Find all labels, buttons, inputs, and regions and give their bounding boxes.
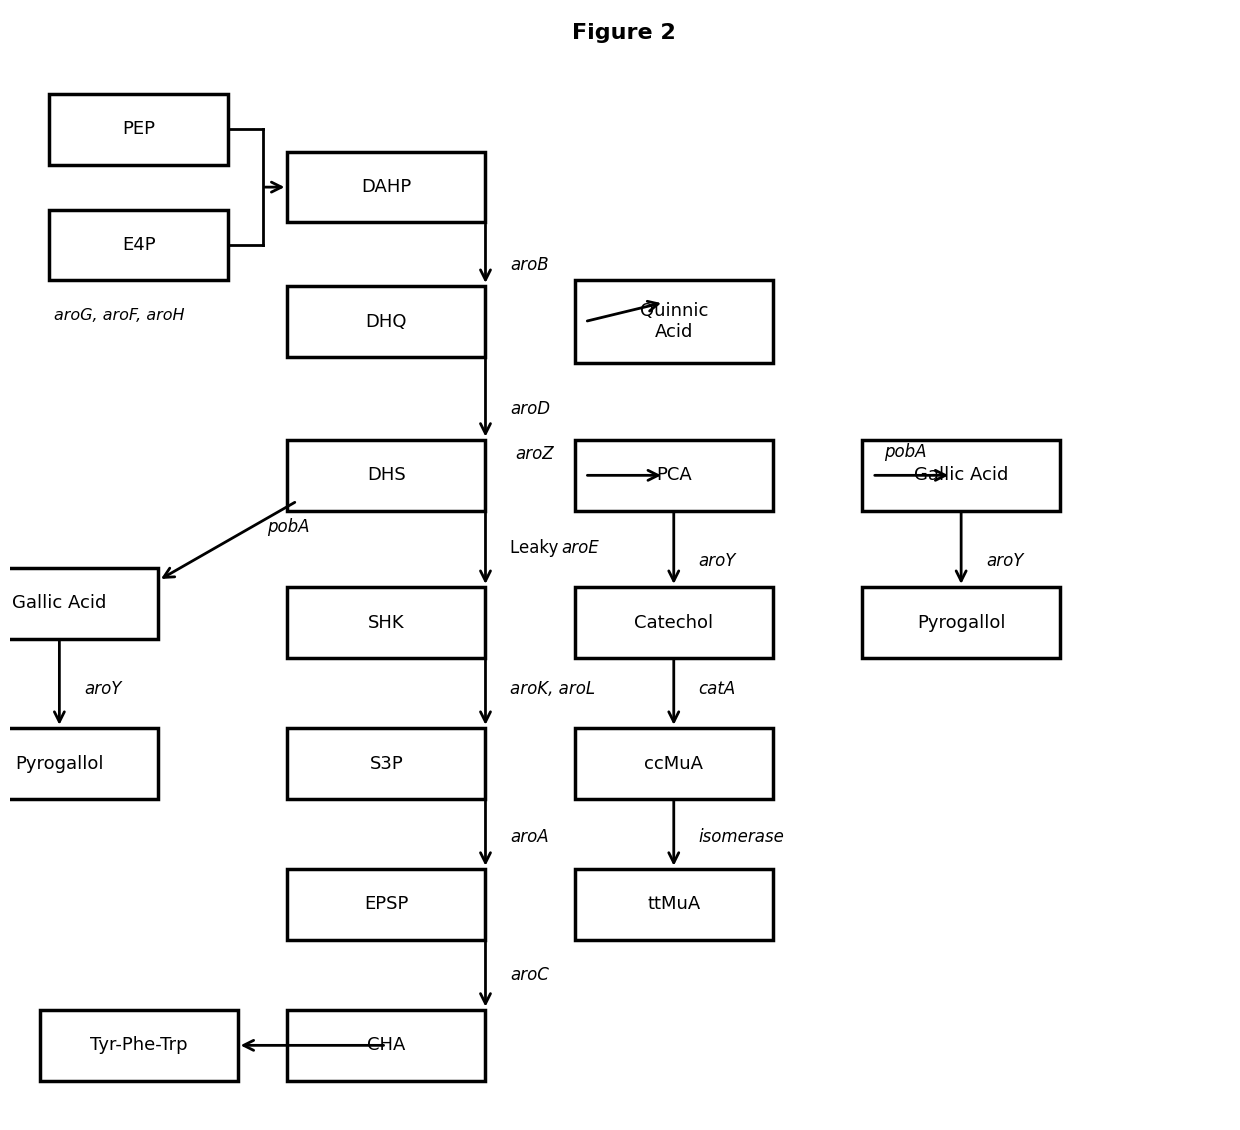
FancyBboxPatch shape <box>288 1010 486 1080</box>
Text: aroY: aroY <box>84 680 122 698</box>
Text: Figure 2: Figure 2 <box>573 24 676 43</box>
Text: PCA: PCA <box>656 467 692 485</box>
Text: aroG, aroF, aroH: aroG, aroF, aroH <box>55 307 185 323</box>
FancyBboxPatch shape <box>574 729 773 799</box>
Text: CHA: CHA <box>367 1036 405 1054</box>
Text: PEP: PEP <box>123 121 155 139</box>
FancyBboxPatch shape <box>574 869 773 940</box>
Text: aroZ: aroZ <box>515 444 554 462</box>
FancyBboxPatch shape <box>288 286 486 357</box>
Text: pobA: pobA <box>884 443 926 461</box>
Text: SHK: SHK <box>368 614 404 632</box>
Text: isomerase: isomerase <box>698 827 785 845</box>
FancyBboxPatch shape <box>862 588 1060 658</box>
FancyBboxPatch shape <box>288 151 486 223</box>
Text: aroK, aroL: aroK, aroL <box>510 680 595 698</box>
Text: DHS: DHS <box>367 467 405 485</box>
Text: Tyr-Phe-Trp: Tyr-Phe-Trp <box>89 1036 187 1054</box>
Text: aroD: aroD <box>510 400 551 418</box>
Text: DHQ: DHQ <box>366 313 407 331</box>
Text: Gallic Acid: Gallic Acid <box>914 467 1008 485</box>
Text: Gallic Acid: Gallic Acid <box>12 594 107 612</box>
Text: aroB: aroB <box>510 257 549 275</box>
FancyBboxPatch shape <box>288 729 486 799</box>
Text: aroC: aroC <box>510 966 549 984</box>
Text: aroY: aroY <box>986 553 1023 571</box>
FancyBboxPatch shape <box>50 209 228 280</box>
Text: EPSP: EPSP <box>365 895 408 913</box>
Text: aroE: aroE <box>562 539 599 557</box>
Text: ccMuA: ccMuA <box>645 755 703 773</box>
FancyBboxPatch shape <box>574 440 773 511</box>
Text: Pyrogallol: Pyrogallol <box>916 614 1006 632</box>
FancyBboxPatch shape <box>288 588 486 658</box>
FancyBboxPatch shape <box>0 729 159 799</box>
Text: catA: catA <box>698 680 735 698</box>
FancyBboxPatch shape <box>50 94 228 165</box>
Text: Quinnic
Acid: Quinnic Acid <box>640 302 708 341</box>
FancyBboxPatch shape <box>574 280 773 363</box>
FancyBboxPatch shape <box>574 588 773 658</box>
FancyBboxPatch shape <box>862 440 1060 511</box>
FancyBboxPatch shape <box>40 1010 238 1080</box>
Text: aroA: aroA <box>510 827 549 845</box>
Text: ttMuA: ttMuA <box>647 895 701 913</box>
Text: aroY: aroY <box>698 553 735 571</box>
Text: pobA: pobA <box>268 518 310 536</box>
FancyBboxPatch shape <box>288 869 486 940</box>
Text: S3P: S3P <box>370 755 403 773</box>
FancyBboxPatch shape <box>288 440 486 511</box>
Text: Leaky: Leaky <box>510 539 564 557</box>
Text: DAHP: DAHP <box>361 179 412 197</box>
FancyBboxPatch shape <box>0 568 159 638</box>
Text: E4P: E4P <box>122 236 155 254</box>
Text: Catechol: Catechol <box>634 614 713 632</box>
Text: Pyrogallol: Pyrogallol <box>15 755 104 773</box>
